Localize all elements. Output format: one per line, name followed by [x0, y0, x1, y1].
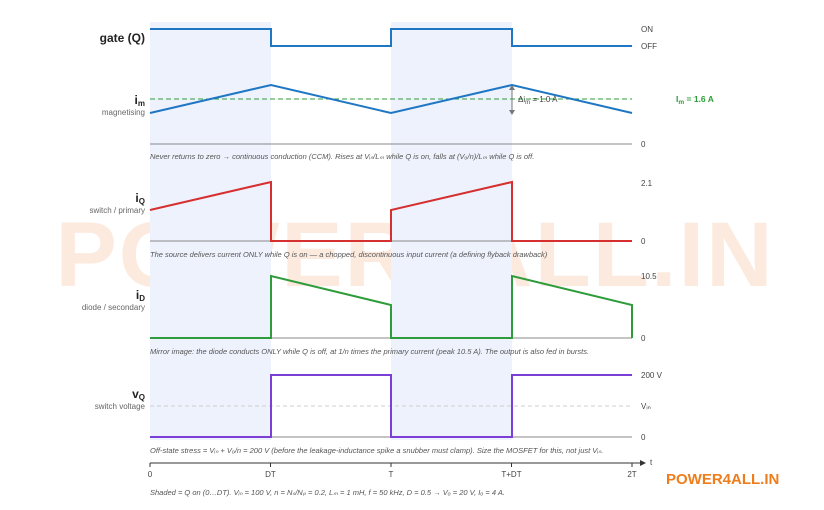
vq-vin-label: Vᵢₙ — [641, 402, 651, 411]
iq-waveform — [149, 180, 632, 242]
time-tick-label: 0 — [148, 470, 153, 479]
id-sublabel: diode / secondary — [82, 303, 145, 312]
vq-label: vQ — [132, 387, 145, 402]
im-sublabel: magnetising — [102, 108, 145, 117]
iq-note: The source delivers current ONLY while Q… — [150, 250, 548, 259]
im-zero-label: 0 — [641, 140, 646, 149]
vq-waveform — [150, 374, 632, 438]
shade-on-interval-1 — [150, 22, 271, 440]
vq-peak-label: 200 V — [641, 371, 663, 380]
delta-im-arrowhead-top — [509, 85, 515, 90]
delta-im-arrowhead-bottom — [509, 110, 515, 115]
time-tick-label: 2T — [627, 470, 636, 479]
id-note: Mirror image: the diode conducts ONLY wh… — [150, 347, 589, 356]
gate-waveform — [150, 28, 632, 47]
time-tick-label: T+DT — [501, 470, 521, 479]
time-tick-label: DT — [265, 470, 276, 479]
im-label: im — [135, 93, 145, 108]
vq-zero-label: 0 — [641, 433, 646, 442]
iq-sublabel: switch / primary — [89, 206, 145, 215]
id-peak-label: 10.5 — [641, 272, 657, 281]
time-axis-arrowhead — [640, 460, 646, 466]
brand-logo: POWER4ALL.IN — [666, 471, 779, 488]
gate-on-label: ON — [641, 25, 653, 34]
im-note: Never returns to zero → continuous condu… — [150, 152, 534, 161]
iq-label: iQ — [135, 191, 145, 206]
im-level-label: Im = 1.6 A — [676, 94, 714, 106]
time-tick-label: T — [389, 470, 394, 479]
im-waveform — [149, 83, 633, 115]
id-waveform — [150, 274, 633, 339]
vq-sublabel: switch voltage — [95, 402, 146, 411]
iq-peak-label: 2.1 — [641, 179, 653, 188]
id-zero-label: 0 — [641, 334, 646, 343]
time-axis-unit: t — [650, 458, 653, 467]
vq-note: Off-state stress = Vᵢₙ + Vₒ/n = 200 V (b… — [150, 446, 603, 455]
gate-off-label: OFF — [641, 42, 657, 51]
time-axis-ticks: 0 DT T T+DT 2T — [148, 463, 637, 479]
delta-im-label: Δim = 1.0 A — [518, 95, 558, 106]
iq-zero-label: 0 — [641, 237, 646, 246]
id-label: iD — [136, 288, 145, 303]
gate-label: gate (Q) — [100, 31, 145, 45]
footer-note: Shaded = Q on (0…DT). Vᵢₙ = 100 V, n = N… — [150, 488, 505, 497]
shade-on-interval-2 — [391, 22, 512, 440]
